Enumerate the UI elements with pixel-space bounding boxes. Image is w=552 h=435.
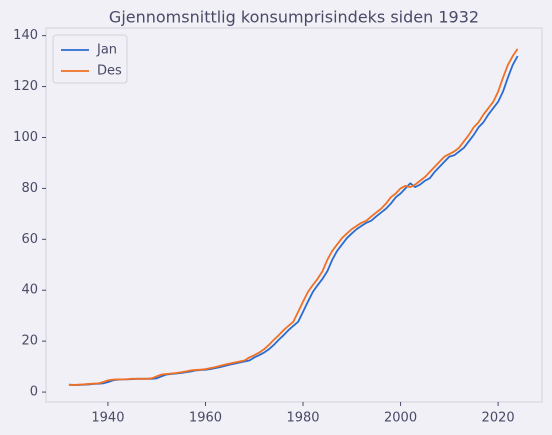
y-tick-label: 40	[21, 283, 38, 298]
line-series	[68, 48, 519, 386]
x-tick-label: 1980	[286, 411, 319, 426]
y-tick-label: 60	[21, 232, 38, 247]
y-tick-label: 20	[21, 334, 38, 349]
legend-label: Des	[97, 64, 122, 79]
y-tick-label: 80	[21, 181, 38, 196]
x-tick-label: 1960	[189, 411, 222, 426]
legend-label: Jan	[96, 43, 117, 58]
x-tick-label: 2020	[482, 411, 515, 426]
y-tick-label: 120	[13, 79, 38, 94]
chart-title: Gjennomsnittlig konsumprisindeks siden 1…	[109, 8, 479, 27]
x-tick-label: 1940	[91, 411, 124, 426]
x-tick-label: 2000	[384, 411, 417, 426]
plot-frame	[45, 27, 543, 403]
y-tick-label: 140	[13, 28, 38, 43]
y-tick-label: 100	[13, 130, 38, 145]
y-tick-label: 0	[30, 385, 38, 400]
